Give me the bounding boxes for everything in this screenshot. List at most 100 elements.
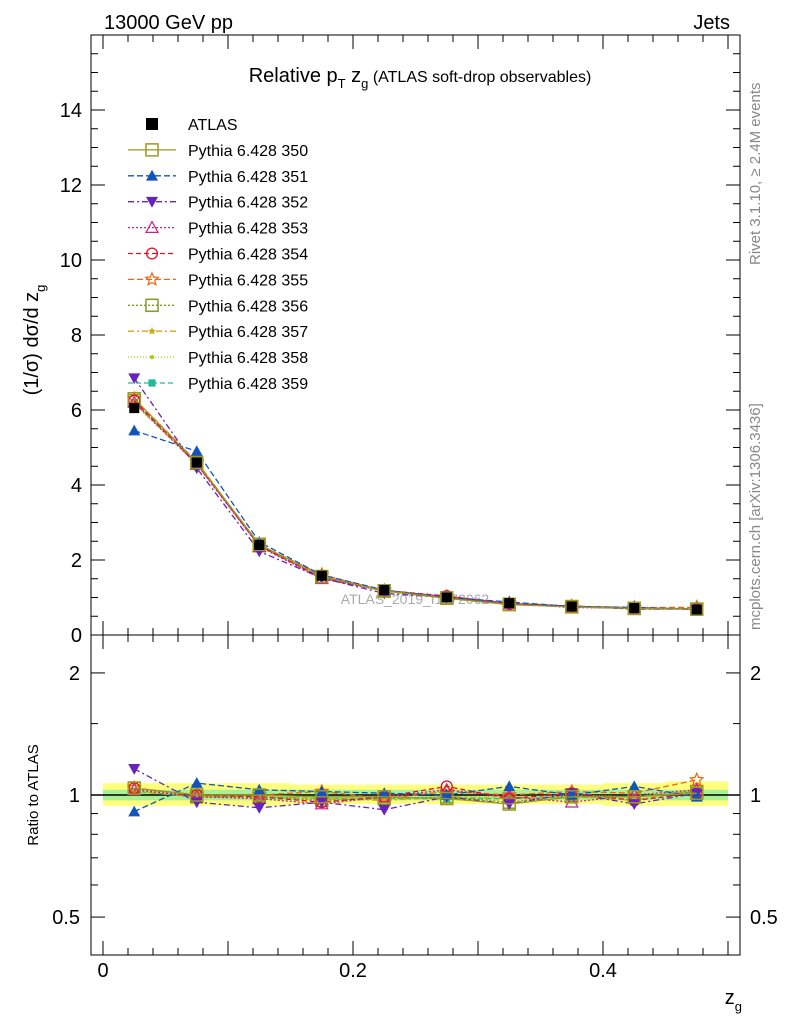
legend-label: Pythia 6.428 359 [188,376,308,393]
x-tick-label: 0 [97,960,108,982]
ratio-series-line [134,787,697,805]
ratio-series-point [378,804,391,816]
ratio-series-point [127,781,141,795]
x-ticks: 0 0.2 0.4 [97,635,729,982]
ratio-series-point [440,791,454,806]
ratio-series-point [628,799,641,811]
ratio-series-point [190,777,203,788]
title-main-sub: T [338,76,346,91]
ratio-series-point [378,787,391,799]
x-tick-label: 0.2 [339,960,367,982]
ratio-series-point [252,788,266,802]
legend-label: ATLAS [188,117,238,134]
legend-label: Pythia 6.428 358 [188,350,308,367]
ratio-y-tick-label-right: 2 [750,663,761,685]
rivet-label: Rivet 3.1.10, ≥ 2.4M events [747,83,764,266]
ratio-series-line [134,789,697,800]
ratio-series-point [565,790,579,804]
title-var: z [346,65,362,87]
main-series-line [133,402,697,610]
legend-marker [148,327,156,335]
data-point [379,585,390,595]
main-series-line [133,398,697,609]
ratio-panel: 0.5 0.5 1 1 2 2 0 0.2 0.4 Ratio to ATLAS zg [25,634,778,1014]
ratio-series-point [315,790,329,804]
chart-title: Relative pT zg (ATLAS soft-drop observab… [249,65,592,91]
ratio-y-tick-label-right: 1 [750,785,761,807]
ratio-series-point [128,764,141,775]
title-suffix: (ATLAS soft-drop observables) [368,69,591,86]
data-point [254,540,265,550]
main-series-point [565,600,579,614]
data-point [441,592,452,603]
xlabel-sub: g [735,999,742,1014]
main-ylabel-sub: g [33,285,48,292]
main-series-point [315,569,329,584]
ratio-y-axis-label: Ratio to ATLAS [25,744,42,845]
main-series-line [133,400,697,610]
main-series-point [627,601,641,616]
data-point [691,604,702,615]
main-series-point [190,445,203,457]
title-var-sub: g [361,76,368,91]
legend-label: Pythia 6.428 351 [188,169,308,186]
main-series-line [133,400,697,610]
ratio-series-point [190,788,204,802]
legend-label: Pythia 6.428 350 [188,143,308,160]
ratio-y-tick-label: 2 [69,663,80,685]
ratio-series-point [377,790,391,804]
data-point [566,601,577,612]
main-series-line [133,402,697,610]
legend-marker [146,169,158,181]
ratio-series-point [253,802,266,814]
main-y-tick-label: 12 [60,175,82,197]
ratio-y-ticks: 0.5 0.5 1 1 2 2 [52,663,778,929]
main-series-point [377,584,391,598]
legend-marker [148,379,156,387]
xlabel-text: z [725,987,735,1009]
main-series-line [133,403,697,610]
legend-marker [146,196,158,208]
header-right: Jets [693,12,730,34]
ratio-series-line [134,789,697,802]
main-y-tick-label: 2 [71,550,82,572]
legend-label: Pythia 6.428 353 [188,221,308,238]
ratio-series-point [440,789,453,800]
main-y-axis-label: (1/σ) dσ/d zg [21,285,48,396]
main-series-point [440,591,454,605]
ratio-series-point [503,780,516,792]
ratio-y-tick-label: 0.5 [52,907,80,929]
ratio-y-tick-label: 1 [69,785,80,807]
legend-label: Pythia 6.428 356 [188,298,308,315]
main-series-line [134,429,697,611]
ratio-series-point [690,786,704,800]
main-y-tick-label: 4 [71,475,82,497]
ratio-y-tick-label-right: 0.5 [750,907,778,929]
main-y-tick-label: 8 [71,325,82,347]
legend-marker [146,118,158,130]
legend-marker [144,220,160,233]
ratio-series-point [627,790,641,804]
title-main: Relative p [249,65,338,87]
legend-label: Pythia 6.428 355 [188,272,308,289]
ratio-curves [126,764,705,817]
main-curves [126,373,705,616]
ratio-series-point [564,794,579,808]
main-series-line [133,402,697,610]
x-tick-label: 0.4 [589,960,617,982]
legend-marker [144,271,160,286]
data-point [629,603,640,613]
x-axis-label: zg [725,987,742,1014]
ratio-series-point [192,792,201,801]
data-point [504,598,515,609]
legend-label: Pythia 6.428 357 [188,324,308,341]
legend-marker [145,143,159,157]
main-series-point [128,373,141,385]
ratio-series-point [628,780,641,792]
main-series-point [190,455,204,470]
header-left: 13000 GeV pp [104,12,233,34]
ratio-series-point [190,797,203,809]
ratio-series-line [133,768,697,811]
